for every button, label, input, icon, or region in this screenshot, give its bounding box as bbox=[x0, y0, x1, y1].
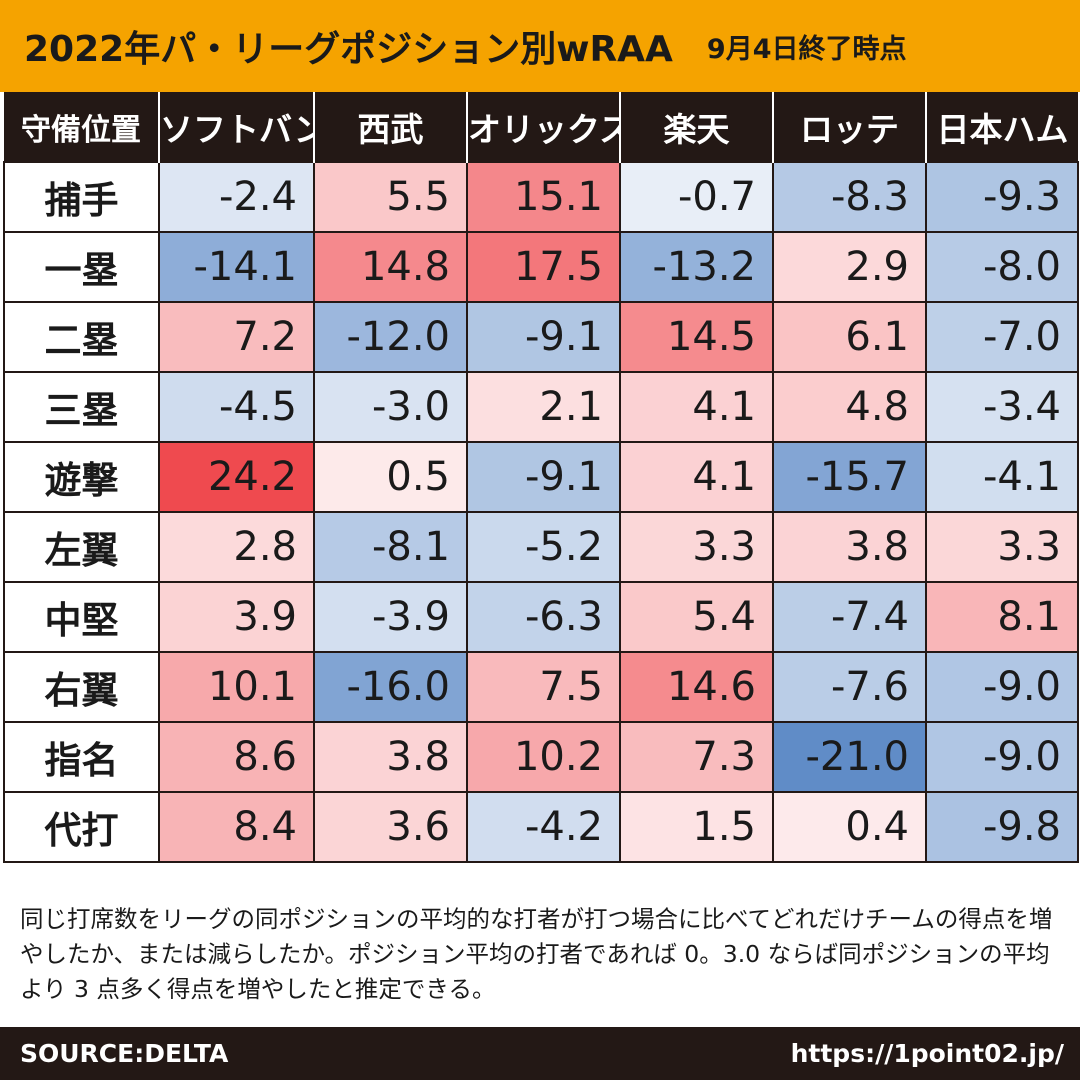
position-label: 三塁 bbox=[3, 371, 160, 443]
wraa-cell: 8.4 bbox=[158, 791, 315, 863]
wraa-cell: 2.1 bbox=[466, 371, 621, 443]
wraa-cell: -5.2 bbox=[466, 511, 621, 583]
position-label: 遊撃 bbox=[3, 441, 160, 513]
wraa-cell: -3.0 bbox=[313, 371, 468, 443]
wraa-cell: 5.4 bbox=[619, 581, 774, 653]
wraa-cell: 8.6 bbox=[158, 721, 315, 793]
wraa-cell: 8.1 bbox=[925, 581, 1079, 653]
table-row: 指名 8.6 3.8 10.2 7.3 -21.0 -9.0 bbox=[3, 721, 1079, 793]
wraa-cell: 2.8 bbox=[158, 511, 315, 583]
wraa-cell: -9.0 bbox=[925, 651, 1079, 723]
wraa-cell: -7.0 bbox=[925, 301, 1079, 373]
table-row: 代打 8.4 3.6 -4.2 1.5 0.4 -9.8 bbox=[3, 791, 1079, 863]
wraa-cell: 4.1 bbox=[619, 371, 774, 443]
wraa-cell: 0.5 bbox=[313, 441, 468, 513]
position-label: 右翼 bbox=[3, 651, 160, 723]
table-row: 遊撃 24.2 0.5 -9.1 4.1 -15.7 -4.1 bbox=[3, 441, 1079, 513]
table-row: 捕手 -2.4 5.5 15.1 -0.7 -8.3 -9.3 bbox=[3, 161, 1079, 233]
wraa-cell: -9.0 bbox=[925, 721, 1079, 793]
wraa-cell: -16.0 bbox=[313, 651, 468, 723]
table-row: 右翼 10.1 -16.0 7.5 14.6 -7.6 -9.0 bbox=[3, 651, 1079, 723]
wraa-cell: 10.2 bbox=[466, 721, 621, 793]
wraa-cell: 2.9 bbox=[772, 231, 927, 303]
wraa-cell: -9.8 bbox=[925, 791, 1079, 863]
table-row: 一塁 -14.1 14.8 17.5 -13.2 2.9 -8.0 bbox=[3, 231, 1079, 303]
wraa-cell: 7.3 bbox=[619, 721, 774, 793]
wraa-cell: 3.9 bbox=[158, 581, 315, 653]
team-header: ロッテ bbox=[772, 92, 926, 162]
wraa-cell: 17.5 bbox=[466, 231, 621, 303]
wraa-cell: -9.1 bbox=[466, 301, 621, 373]
wraa-cell: 1.5 bbox=[619, 791, 774, 863]
team-header: 楽天 bbox=[619, 92, 773, 162]
position-label: 捕手 bbox=[3, 161, 160, 233]
position-label: 中堅 bbox=[3, 581, 160, 653]
wraa-cell: 5.5 bbox=[313, 161, 468, 233]
explanation-note: 同じ打席数をリーグの同ポジションの平均的な打者が打つ場合に比べてどれだけチームの… bbox=[20, 905, 1053, 1003]
wraa-cell: -8.3 bbox=[772, 161, 927, 233]
wraa-cell: -8.0 bbox=[925, 231, 1079, 303]
table-body: 捕手 -2.4 5.5 15.1 -0.7 -8.3 -9.3 一塁 -14.1 14.8 17.5… bbox=[3, 161, 1079, 863]
wraa-cell: -3.4 bbox=[925, 371, 1079, 443]
wraa-cell: -9.1 bbox=[466, 441, 621, 513]
wraa-cell: 3.8 bbox=[772, 511, 927, 583]
wraa-cell: -14.1 bbox=[158, 231, 315, 303]
wraa-cell: -9.3 bbox=[925, 161, 1079, 233]
position-label: 左翼 bbox=[3, 511, 160, 583]
table-row: 左翼 2.8 -8.1 -5.2 3.3 3.8 3.3 bbox=[3, 511, 1079, 583]
team-header: ソフトバンク bbox=[158, 92, 314, 162]
wraa-cell: 0.4 bbox=[772, 791, 927, 863]
wraa-cell: -15.7 bbox=[772, 441, 927, 513]
wraa-cell: -4.5 bbox=[158, 371, 315, 443]
wraa-cell: 10.1 bbox=[158, 651, 315, 723]
position-label: 一塁 bbox=[3, 231, 160, 303]
wraa-cell: -4.1 bbox=[925, 441, 1079, 513]
wraa-cell: 14.8 bbox=[313, 231, 468, 303]
title-bar: 2022年パ・リーグポジション別wRAA 9月4日終了時点 bbox=[0, 0, 1080, 92]
header-row: 守備位置 ソフトバンク 西武 オリックス 楽天 ロッテ 日本ハム bbox=[4, 92, 1078, 162]
wraa-cell: 4.8 bbox=[772, 371, 927, 443]
wraa-cell: 14.5 bbox=[619, 301, 774, 373]
position-label: 代打 bbox=[3, 791, 160, 863]
wraa-cell: 3.3 bbox=[619, 511, 774, 583]
wraa-cell: 6.1 bbox=[772, 301, 927, 373]
wraa-cell: 24.2 bbox=[158, 441, 315, 513]
team-header: オリックス bbox=[466, 92, 620, 162]
table-row: 二塁 7.2 -12.0 -9.1 14.5 6.1 -7.0 bbox=[3, 301, 1079, 373]
chart-title: 2022年パ・リーグポジション別wRAA bbox=[24, 29, 673, 70]
wraa-cell: -13.2 bbox=[619, 231, 774, 303]
wraa-table: 守備位置 ソフトバンク 西武 オリックス 楽天 ロッテ 日本ハム 捕手-2.45… bbox=[3, 92, 1079, 863]
wraa-cell: -3.9 bbox=[313, 581, 468, 653]
position-label: 指名 bbox=[3, 721, 160, 793]
wraa-cell: -6.3 bbox=[466, 581, 621, 653]
wraa-cell: -7.4 bbox=[772, 581, 927, 653]
wraa-cell: 3.3 bbox=[925, 511, 1079, 583]
wraa-cell: -7.6 bbox=[772, 651, 927, 723]
site-url[interactable]: https://1point02.jp/ bbox=[790, 1039, 1064, 1068]
wraa-cell: -0.7 bbox=[619, 161, 774, 233]
wraa-cell: -2.4 bbox=[158, 161, 315, 233]
team-header: 日本ハム bbox=[925, 92, 1078, 162]
corner-header: 守備位置 bbox=[4, 92, 159, 162]
wraa-cell: 4.1 bbox=[619, 441, 774, 513]
wraa-cell: -4.2 bbox=[466, 791, 621, 863]
wraa-cell: 7.2 bbox=[158, 301, 315, 373]
table-row: 中堅 3.9 -3.9 -6.3 5.4 -7.4 8.1 bbox=[3, 581, 1079, 653]
wraa-cell: -12.0 bbox=[313, 301, 468, 373]
as-of-date: 9月4日終了時点 bbox=[706, 33, 907, 65]
wraa-cell: -8.1 bbox=[313, 511, 468, 583]
wraa-cell: 3.6 bbox=[313, 791, 468, 863]
wraa-cell: 14.6 bbox=[619, 651, 774, 723]
wraa-cell: 3.8 bbox=[313, 721, 468, 793]
wraa-cell: 7.5 bbox=[466, 651, 621, 723]
position-label: 二塁 bbox=[3, 301, 160, 373]
footer: SOURCE:DELTA https://1point02.jp/ bbox=[0, 1027, 1080, 1080]
source-label: SOURCE:DELTA bbox=[20, 1039, 229, 1068]
wraa-cell: -21.0 bbox=[772, 721, 927, 793]
wraa-cell: 15.1 bbox=[466, 161, 621, 233]
team-header: 西武 bbox=[313, 92, 467, 162]
table-row: 三塁 -4.5 -3.0 2.1 4.1 4.8 -3.4 bbox=[3, 371, 1079, 443]
